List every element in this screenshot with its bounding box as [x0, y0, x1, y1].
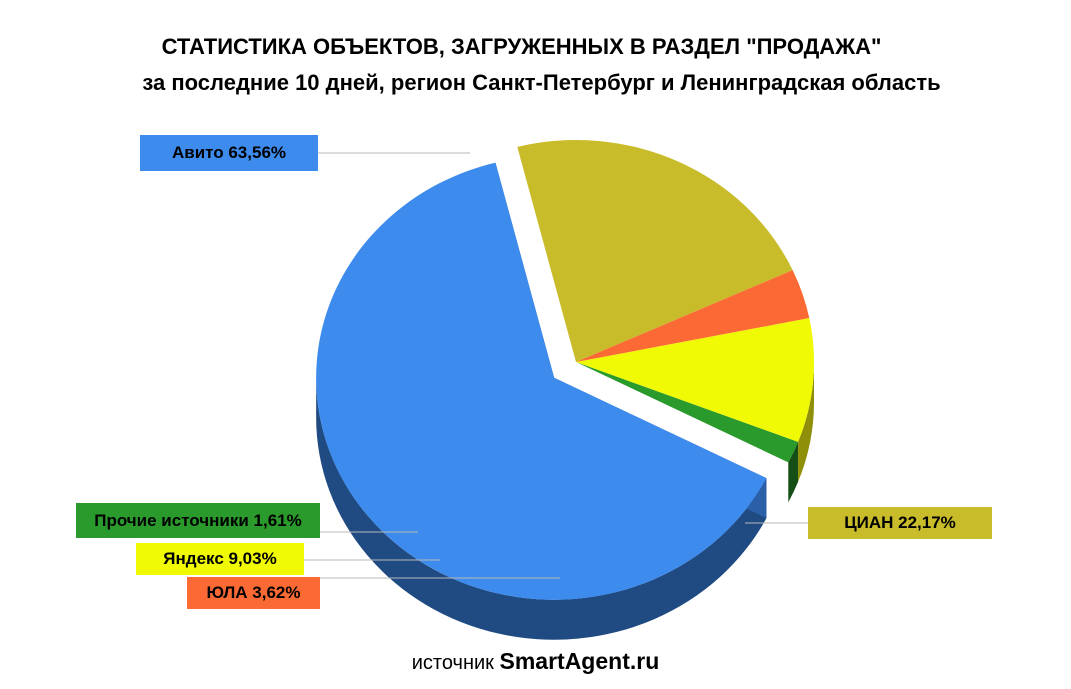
source-credit: источник SmartAgent.ru: [0, 648, 1071, 675]
slice-side-yandex: [798, 362, 814, 482]
slice-side-avito: [316, 377, 767, 640]
label-other: Прочие источники 1,61%: [76, 503, 320, 538]
label-yandex: Яндекс 9,03%: [136, 543, 304, 575]
slice-yandex: [576, 318, 815, 442]
label-cian: ЦИАН 22,17%: [808, 507, 992, 539]
slice-cian: [517, 139, 793, 362]
source-prefix: источник: [411, 652, 494, 674]
slice-other: [576, 362, 799, 463]
source-brand: SmartAgent.ru: [499, 648, 660, 674]
chart-subtitle: за последние 10 дней, регион Санкт-Петер…: [142, 70, 941, 95]
label-avito: Авито 63,56%: [140, 135, 318, 171]
slice-yula: [576, 270, 810, 362]
label-yula: ЮЛА 3,62%: [187, 577, 320, 609]
slice-side-other: [788, 441, 799, 503]
chart-title: СТАТИСТИКА ОБЪЕКТОВ, ЗАГРУЖЕННЫХ В РАЗДЕ…: [161, 34, 882, 59]
slice-avito: [316, 162, 767, 600]
